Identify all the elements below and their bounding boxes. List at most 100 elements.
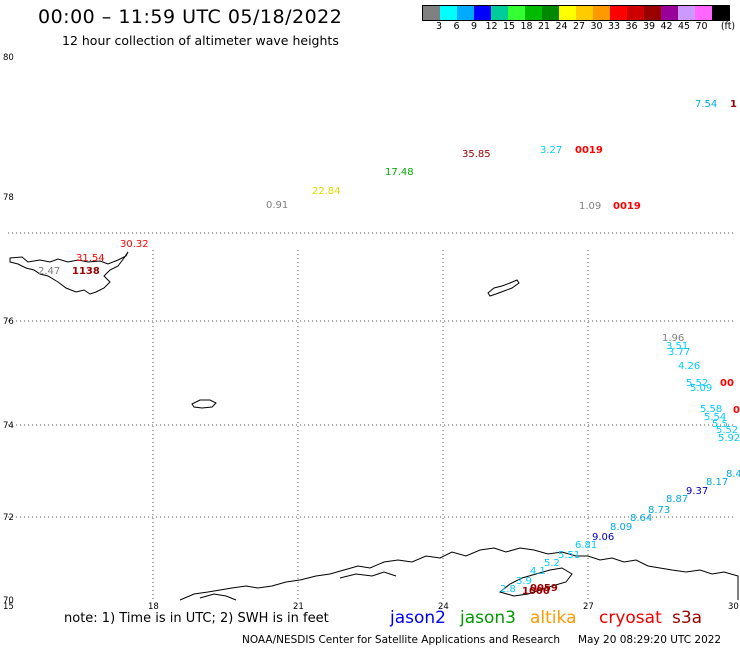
note-text: note: 1) Time is in UTC; 2) SWH is in fe… <box>64 611 329 626</box>
scale-swatch <box>678 6 695 20</box>
color-scale-bar <box>422 5 730 21</box>
longitude-label: 24 <box>438 602 449 612</box>
wave-height-label: 1 <box>730 99 737 110</box>
coastline-islands-west <box>199 593 237 601</box>
coastline-svalbard <box>9 251 129 295</box>
wave-height-label: 17.48 <box>385 167 414 178</box>
scale-label: 39 <box>642 21 656 32</box>
wave-height-label: 1.96 <box>662 333 684 344</box>
scale-swatch <box>474 6 491 20</box>
wave-height-label: 1138 <box>72 266 100 277</box>
map-title: 00:00 – 11:59 UTC 05/18/2022 <box>38 6 343 28</box>
scale-unit: (ft) <box>720 21 736 32</box>
scale-label: 24 <box>555 21 568 32</box>
scale-label: 30 <box>590 21 603 32</box>
footer-date: May 20 08:29:20 UTC 2022 <box>578 634 722 646</box>
legend-cryosat: cryosat <box>599 608 662 628</box>
longitude-label: 30 <box>728 602 739 612</box>
coastlines <box>9 251 739 601</box>
wave-height-label: 2.47 <box>38 266 60 277</box>
wave-height-label: 3.9 <box>516 576 532 587</box>
scale-swatch <box>712 6 729 20</box>
coastline-islands-mid <box>339 571 397 579</box>
longitude-label: 21 <box>293 602 304 612</box>
scale-label: 45 <box>677 21 691 32</box>
scale-swatch <box>440 6 457 20</box>
longitude-label: 27 <box>583 602 594 612</box>
wave-height-label: 2.8 <box>500 584 516 595</box>
wave-height-label: 8.4 <box>726 469 740 480</box>
longitude-label: 18 <box>148 602 159 612</box>
wave-height-label: 0 <box>733 405 740 416</box>
wave-height-label: 22.84 <box>312 186 341 197</box>
scale-label: 9 <box>470 21 478 32</box>
latitude-label: 74 <box>3 421 14 431</box>
wave-height-label: 0.91 <box>266 200 288 211</box>
scale-swatch <box>593 6 610 20</box>
wave-height-label: 3.51 <box>666 341 688 352</box>
latitude-label: 72 <box>3 513 14 523</box>
legend-altika: altika <box>530 608 577 628</box>
wave-height-label: 0059 <box>530 583 558 594</box>
scale-swatch <box>525 6 542 20</box>
scale-label: 33 <box>607 21 621 32</box>
coastline-bear-island <box>191 399 217 409</box>
wave-height-label: 8.73 <box>648 505 670 516</box>
wave-height-label: 7.54 <box>695 99 717 110</box>
map-subtitle: 12 hour collection of altimeter wave hei… <box>62 33 339 48</box>
wave-height-label: 4.26 <box>678 361 700 372</box>
wave-height-label: 00 <box>720 378 734 389</box>
scale-swatch <box>542 6 559 20</box>
wave-height-label: 5.52 <box>716 425 738 436</box>
scale-swatch <box>508 6 525 20</box>
latitude-label: 76 <box>3 317 14 327</box>
scale-label: 70 <box>695 21 708 32</box>
scale-label: 6 <box>453 21 460 32</box>
wave-height-label: 6.81 <box>575 540 597 551</box>
wave-height-label: 8.09 <box>610 522 632 533</box>
scale-label: 3 <box>435 21 443 32</box>
latitude-label: 80 <box>3 53 14 63</box>
scale-label: 21 <box>537 21 551 32</box>
scale-label: 36 <box>625 21 638 32</box>
scale-label: 27 <box>572 21 586 32</box>
wave-height-label: 3.27 <box>540 145 562 156</box>
wave-height-label: 31.54 <box>76 253 105 264</box>
wave-height-label: 8.17 <box>706 477 728 488</box>
scale-swatch <box>559 6 576 20</box>
footer-credit: NOAA/NESDIS Center for Satellite Applica… <box>242 634 560 646</box>
wave-height-label: 8.87 <box>666 494 688 505</box>
latitude-label: 70 <box>3 596 14 606</box>
scale-swatch <box>661 6 678 20</box>
wave-height-label: 0019 <box>575 145 603 156</box>
wave-height-label: 30.32 <box>120 239 149 250</box>
scale-label: 18 <box>520 21 533 32</box>
wave-height-label: 5.51 <box>558 550 580 561</box>
latitude-label: 78 <box>3 193 14 203</box>
wave-height-label: 5.09 <box>690 383 712 394</box>
coastline-norway <box>179 547 739 601</box>
scale-swatch <box>695 6 712 20</box>
wave-height-label: 9.37 <box>686 486 708 497</box>
wave-height-label: 35.85 <box>462 149 491 160</box>
scale-swatch <box>610 6 627 20</box>
wave-height-label: 1.09 <box>579 201 601 212</box>
wave-height-label: 5.52 <box>686 378 708 389</box>
scale-swatch <box>627 6 644 20</box>
wave-height-label: 5.58 <box>700 404 722 415</box>
legend-jason3: jason3 <box>460 608 516 628</box>
wave-height-label: 3.77 <box>668 347 690 358</box>
scale-label: 42 <box>660 21 673 32</box>
wave-height-markers: 7.54 1 35.85 3.27 0019 17.48 22.84 0.91 1.09 0019… <box>38 99 740 597</box>
scale-swatch <box>576 6 593 20</box>
coastline-kong-karls-land <box>487 279 520 297</box>
wave-height-label: 5.5 <box>712 419 728 430</box>
longitude-label: 15 <box>3 602 14 612</box>
wave-height-label: 8.64 <box>630 513 652 524</box>
wave-height-label: 4.1 <box>530 566 546 577</box>
wave-height-label: 5.92 <box>718 433 740 444</box>
scale-swatch <box>491 6 508 20</box>
legend-s3a: s3a <box>672 608 703 628</box>
